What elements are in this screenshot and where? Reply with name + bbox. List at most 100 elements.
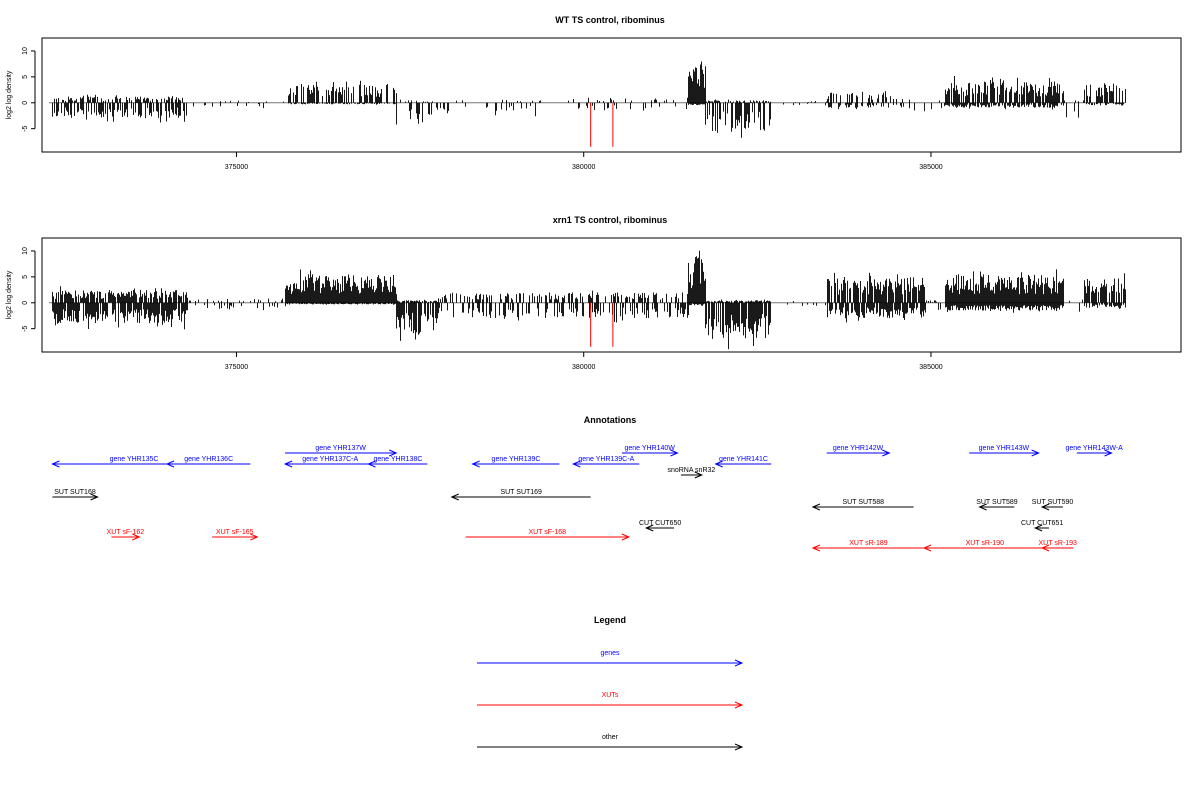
- coverage-bars: [52, 250, 1126, 350]
- arrow-head: [450, 493, 459, 501]
- xrn1-panel-title: xrn1 TS control, ribominus: [553, 215, 668, 225]
- annotation-label: XUT sF-168: [528, 529, 566, 536]
- xrn1-plot-frame: [41, 237, 1182, 353]
- annotation-label: SUT SUT590: [1032, 499, 1074, 506]
- wt-highlight-lines: [590, 102, 614, 147]
- annotation-feature: gene YHR140W: [621, 445, 679, 457]
- annotation-feature: gene YHR139C: [471, 456, 560, 468]
- annotation-label: XUT sR-190: [966, 540, 1004, 547]
- arrow-head: [1031, 449, 1040, 457]
- arrow-head: [714, 460, 723, 468]
- arrow-head: [250, 533, 259, 541]
- arrow-head: [389, 449, 398, 457]
- coverage-bars: [52, 61, 1126, 138]
- annotation-feature: SUT SUT590: [1032, 499, 1074, 511]
- legend-item: other: [477, 734, 744, 751]
- xrn1-y-axis-label: log2 log density: [6, 270, 13, 319]
- annotation-feature: gene YHR143W: [969, 445, 1040, 457]
- xrn1-highlight-lines: [590, 302, 614, 347]
- wt-x-axis: 375000 380000 385000: [225, 152, 943, 171]
- annotation-label: gene YHR135C: [110, 456, 159, 463]
- legend-items: genes XUTs other: [477, 650, 744, 751]
- annotation-label: SUT SUT168: [54, 489, 96, 496]
- annotation-label: SUT SUT588: [843, 499, 885, 506]
- arrow-head: [132, 533, 141, 541]
- xrn1-coverage-bars: [48, 250, 1126, 350]
- y-tick-label: -5: [22, 125, 29, 131]
- arrow-head: [922, 544, 932, 552]
- y-tick-label: 10: [22, 47, 29, 55]
- x-tick-label: 380000: [572, 164, 595, 171]
- annotation-items: gene YHR135C gene YHR136C gene YHR137W gene…: [51, 445, 1124, 552]
- annotation-label: gene YHR137W: [315, 445, 366, 452]
- annotation-feature: XUT sF-168: [465, 529, 631, 541]
- arrow-head: [978, 503, 987, 511]
- annotation-label: SUT SUT169: [500, 489, 542, 496]
- annotation-label: gene YHR139C: [492, 456, 541, 463]
- annotation-label: gene YHR142W: [833, 445, 884, 452]
- y-tick-label: 5: [22, 275, 29, 279]
- annotation-feature: SUT SUT168: [52, 489, 99, 501]
- annotation-feature: SUT SUT588: [811, 499, 914, 511]
- annotation-feature: SUT SUT169: [450, 489, 591, 501]
- annotation-label: gene YHR143W-A: [1066, 445, 1124, 452]
- wt-y-axis: -5 0 5 10: [22, 47, 36, 132]
- annotation-label: XUT sF-162: [107, 529, 145, 536]
- arrow-head: [90, 493, 99, 501]
- annotation-feature: XUT sF-162: [107, 529, 145, 541]
- arrow-head: [734, 659, 744, 667]
- annotation-feature: gene YHR137W: [285, 445, 398, 457]
- arrow-head: [367, 460, 376, 468]
- legend-title: Legend: [594, 615, 626, 625]
- annotation-feature: gene YHR141C: [714, 456, 772, 468]
- arrow-head: [572, 460, 581, 468]
- arrow-head: [694, 471, 704, 479]
- annotation-label: snoRNA snR32: [667, 467, 715, 474]
- y-tick-label: 10: [22, 247, 29, 255]
- wt-plot-frame: [41, 37, 1182, 153]
- annotation-feature: gene YHR142W: [826, 445, 891, 457]
- legend: Legend genes XUTs other: [477, 615, 744, 751]
- annotation-label: gene YHR136C: [184, 456, 233, 463]
- arrow-head: [1040, 544, 1050, 552]
- arrow-head: [734, 743, 744, 751]
- annotation-label: XUT sR-189: [849, 540, 887, 547]
- wt-panel-title: WT TS control, ribominus: [555, 15, 665, 25]
- xrn1-coverage-panel: xrn1 TS control, ribominus log2 log dens…: [6, 215, 1182, 371]
- annotation-feature: gene YHR143W-A: [1066, 445, 1124, 457]
- x-tick-label: 375000: [225, 164, 248, 171]
- annotation-feature: CUT CUT650: [639, 520, 681, 532]
- annotation-label: CUT CUT651: [1021, 520, 1063, 527]
- arrow-head: [471, 460, 480, 468]
- wt-y-axis-label: log2 log density: [6, 70, 13, 119]
- annotation-label: CUT CUT650: [639, 520, 681, 527]
- arrow-head: [51, 460, 60, 468]
- y-tick-label: -5: [22, 325, 29, 331]
- annotation-feature: gene YHR138C: [367, 456, 428, 468]
- annotation-label: gene YHR140W: [624, 445, 675, 452]
- legend-label: XUTs: [602, 692, 619, 699]
- arrow-head: [1104, 449, 1113, 457]
- arrow-head: [670, 449, 679, 457]
- annotation-feature: gene YHR137C-A: [283, 456, 376, 468]
- annotation-label: gene YHR139C-A: [578, 456, 634, 463]
- annotation-label: gene YHR137C-A: [302, 456, 358, 463]
- annotation-feature: gene YHR139C-A: [572, 456, 640, 468]
- arrow-head: [644, 524, 654, 532]
- xrn1-x-axis: 375000 380000 385000: [225, 352, 943, 371]
- y-tick-label: 0: [22, 101, 29, 105]
- annotation-feature: SUT SUT589: [976, 499, 1018, 511]
- annotation-feature: gene YHR136C: [165, 456, 251, 468]
- legend-label: genes: [600, 650, 620, 657]
- wt-coverage-bars: [48, 61, 1126, 138]
- annotation-feature: XUT sR-189: [811, 540, 925, 552]
- x-tick-label: 380000: [572, 364, 595, 371]
- y-tick-label: 0: [22, 301, 29, 305]
- annotation-feature: CUT CUT651: [1021, 520, 1063, 532]
- annotation-label: SUT SUT589: [976, 499, 1018, 506]
- arrow-head: [811, 503, 821, 511]
- annotation-label: gene YHR141C: [719, 456, 768, 463]
- arrow-head: [1033, 524, 1043, 532]
- annotation-feature: XUT sR-190: [922, 540, 1046, 552]
